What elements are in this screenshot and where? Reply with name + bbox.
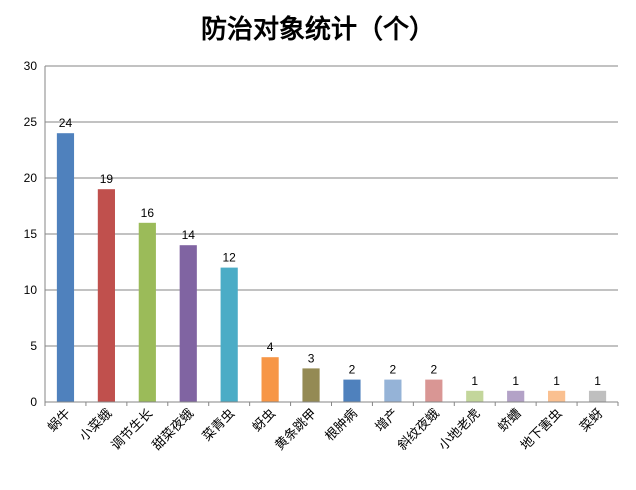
x-tick-label: 根肿病 [323,406,361,444]
data-label: 19 [100,172,114,186]
y-tick-label: 5 [30,339,37,353]
x-tick-label: 小地老虎 [436,406,483,453]
data-label: 1 [471,374,478,388]
x-tick-label: 地下害虫 [517,406,565,454]
bar [507,390,525,402]
x-tick-label: 黄条跳甲 [272,406,320,454]
data-label: 12 [222,251,236,265]
data-label: 3 [308,351,315,365]
data-label: 2 [390,363,397,377]
bar [97,189,115,402]
data-label: 1 [594,374,601,388]
y-tick-label: 25 [24,115,38,129]
x-tick-label: 调节生长 [109,406,156,453]
bar [548,390,566,402]
gridlines [45,65,618,347]
bar [588,390,607,402]
x-tick-label: 斜纹夜蛾 [395,406,442,453]
y-axis: 0 5 10 15 20 25 30 [24,59,46,409]
y-tick-label: 20 [24,171,38,185]
x-tick-label: 蜗牛 [45,406,75,436]
data-label: 2 [349,363,356,377]
bar [343,379,361,402]
bar [261,357,279,402]
bar [56,133,75,402]
bar [302,368,320,402]
data-label: 1 [553,374,560,388]
data-label: 14 [182,228,196,242]
bars [56,133,607,402]
x-tick-label: 甜菜夜蛾 [149,406,197,454]
y-tick-label: 10 [24,283,38,297]
bar [425,379,443,402]
x-tick-label: 蚜虫 [250,406,279,435]
y-tick-label: 15 [24,227,38,241]
data-label: 4 [267,340,274,354]
x-tick-label: 增产 [373,406,402,435]
data-label: 24 [59,116,73,130]
bar [466,390,484,402]
chart-title: 防治对象统计（个） [201,14,435,45]
y-tick-label: 0 [30,395,37,409]
x-tick-label: 菜蚜 [577,406,606,435]
x-tick-label: 菜青虫 [200,406,238,444]
data-labels: 24 19 16 14 12 4 3 2 2 2 1 1 1 1 [59,116,601,388]
y-tick-label: 30 [24,59,38,73]
data-label: 16 [141,206,155,220]
bar [138,222,156,402]
x-tick-label: 蛴螬 [496,406,525,435]
bar [384,379,402,402]
bar [220,267,238,402]
data-label: 2 [430,363,437,377]
bar [179,245,197,402]
data-label: 1 [512,374,519,388]
x-tick-label: 小菜蛾 [77,406,115,444]
